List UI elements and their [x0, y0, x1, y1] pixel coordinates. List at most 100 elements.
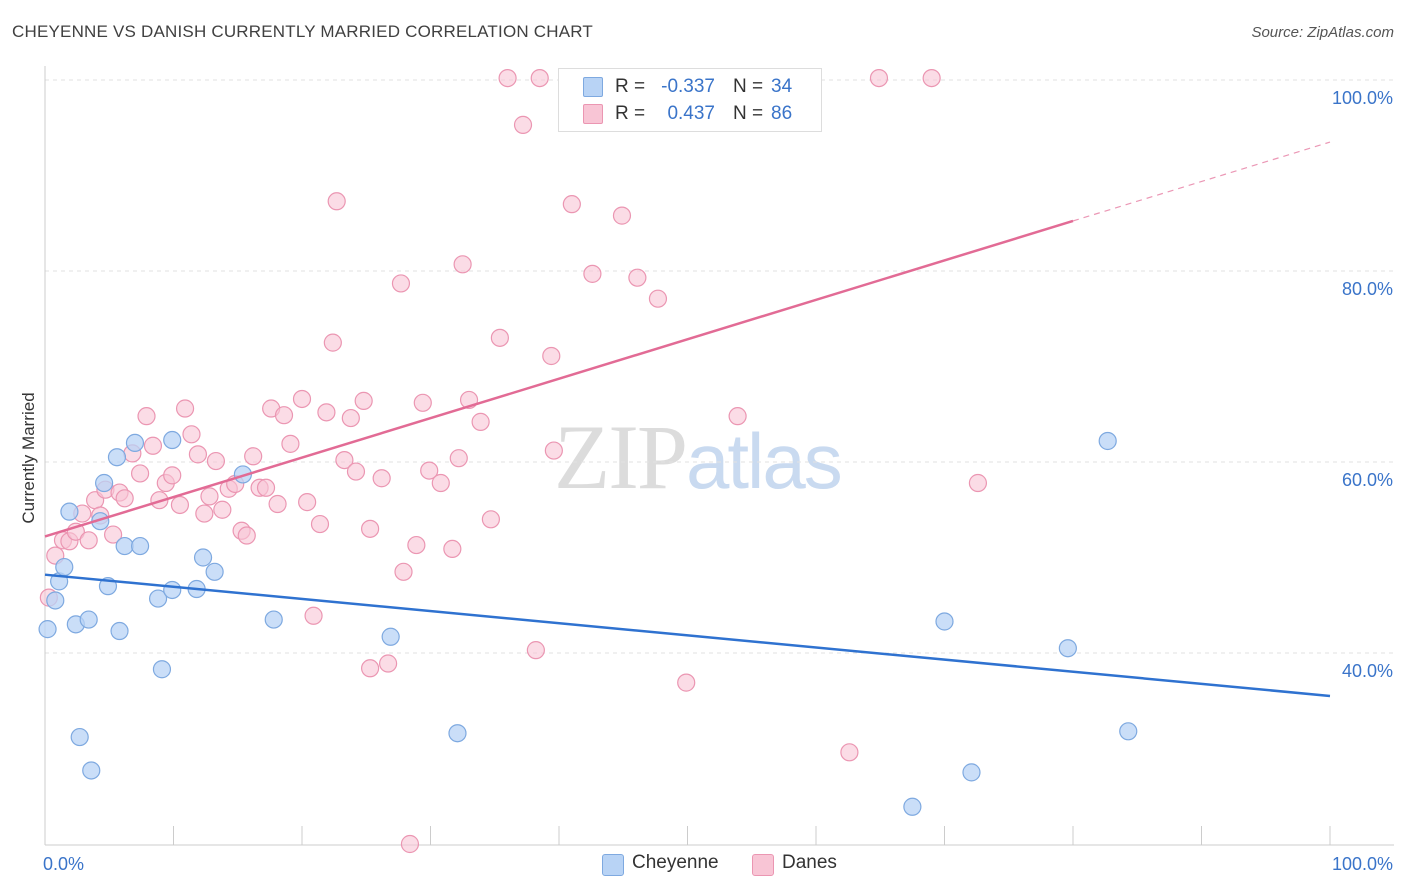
danes-point — [298, 493, 317, 512]
cheyenne-point — [1058, 639, 1077, 658]
danes-point — [513, 115, 533, 134]
cheyenne-point — [148, 589, 168, 608]
x-tick-label: 100.0% — [1332, 854, 1393, 874]
danes-point — [335, 450, 354, 470]
danes-trend-extension — [1072, 141, 1331, 222]
y-tick-label: 60.0% — [1342, 470, 1393, 490]
cheyenne-point — [448, 724, 467, 743]
danes-point — [420, 461, 439, 480]
danes-point — [372, 469, 391, 488]
danes-point — [206, 451, 226, 471]
cheyenne-point — [193, 548, 213, 567]
cheyenne-point — [82, 761, 101, 780]
danes-point — [361, 519, 380, 538]
danes-point — [292, 389, 312, 409]
danes-point — [407, 535, 426, 555]
danes-r-label: R = — [615, 103, 646, 124]
cheyenne-point — [46, 591, 65, 610]
danes-point — [677, 673, 696, 692]
danes-point — [143, 436, 163, 455]
trend-lines — [44, 141, 1331, 698]
danes-point — [431, 473, 450, 493]
danes-point — [869, 68, 889, 88]
cheyenne-r-label: R = — [615, 76, 646, 97]
danes-point — [922, 68, 941, 88]
danes-point — [104, 525, 123, 544]
danes-point — [274, 406, 294, 425]
source-attribution: Source: ZipAtlas.com — [1251, 24, 1394, 41]
danes-trend-line — [44, 219, 1074, 538]
cheyenne-point — [264, 610, 283, 629]
tick-labels: 40.0% 60.0% 80.0% 100.0% 0.0% 100.0% — [43, 88, 1393, 874]
danes-point — [728, 407, 747, 426]
cheyenne-swatch — [583, 77, 603, 97]
danes-point — [323, 333, 342, 352]
danes-point — [137, 407, 156, 426]
correlation-legend: R = -0.337 N = 34 R = 0.437 N = 86 — [558, 68, 822, 132]
danes-point — [310, 514, 330, 534]
y-axis-label: Currently Married — [19, 392, 38, 523]
danes-point — [163, 466, 182, 485]
danes-point — [244, 447, 263, 466]
cheyenne-point — [70, 727, 89, 747]
danes-point — [115, 489, 134, 508]
watermark-atlas: atlas — [686, 417, 843, 505]
cheyenne-point — [55, 557, 74, 577]
danes-point — [413, 393, 432, 412]
danes-point — [542, 346, 561, 366]
danes-point — [346, 462, 366, 481]
cheyenne-r-value: -0.337 — [661, 76, 715, 97]
danes-n-value: 86 — [771, 103, 793, 124]
cheyenne-point — [205, 562, 224, 581]
grid-lines — [45, 79, 1394, 654]
zipatlas-watermark: ZIPatlas — [554, 404, 843, 510]
y-tick-label: 80.0% — [1342, 279, 1393, 299]
danes-n-label: N = — [733, 103, 764, 124]
cheyenne-point — [79, 610, 98, 629]
cheyenne-point — [962, 763, 981, 782]
danes-point — [182, 425, 201, 444]
cheyenne-point — [903, 797, 922, 816]
danes-point — [354, 391, 373, 410]
cheyenne-point — [110, 621, 129, 641]
legend-row-cheyenne: R = -0.337 N = 34 — [559, 74, 821, 100]
danes-legend-label: Danes — [782, 852, 837, 873]
danes-point — [268, 494, 287, 514]
watermark-zip: ZIP — [554, 406, 688, 508]
danes-point — [361, 659, 380, 678]
danes-point — [79, 531, 98, 550]
danes-point — [628, 268, 647, 287]
y-tick-label: 100.0% — [1332, 88, 1393, 108]
danes-point — [490, 328, 509, 347]
cheyenne-point — [107, 448, 127, 467]
x-tick-label: 0.0% — [43, 854, 84, 874]
danes-point — [317, 403, 336, 422]
cheyenne-point — [1119, 722, 1138, 741]
danes-point — [378, 654, 398, 673]
cheyenne-point — [935, 612, 954, 631]
danes-point — [237, 526, 256, 545]
danes-point — [530, 68, 549, 88]
cheyenne-n-label: N = — [733, 76, 764, 97]
danes-point — [281, 434, 300, 453]
cheyenne-point — [60, 502, 79, 521]
cheyenne-point — [95, 473, 114, 493]
danes-point — [195, 504, 214, 523]
cheyenne-point — [115, 536, 134, 556]
danes-point — [968, 473, 988, 493]
danes-point — [130, 464, 150, 483]
danes-point — [170, 495, 190, 515]
danes-point — [394, 562, 413, 581]
danes-point — [471, 412, 490, 431]
danes-point — [256, 478, 276, 497]
danes-point — [213, 500, 232, 519]
danes-point — [562, 195, 581, 214]
cheyenne-point — [163, 580, 182, 600]
danes-point — [498, 68, 517, 88]
cheyenne-point — [38, 620, 57, 639]
cheyenne-point — [381, 627, 400, 646]
danes-point — [400, 834, 420, 854]
danes-point — [391, 274, 411, 293]
cheyenne-point — [130, 536, 150, 556]
